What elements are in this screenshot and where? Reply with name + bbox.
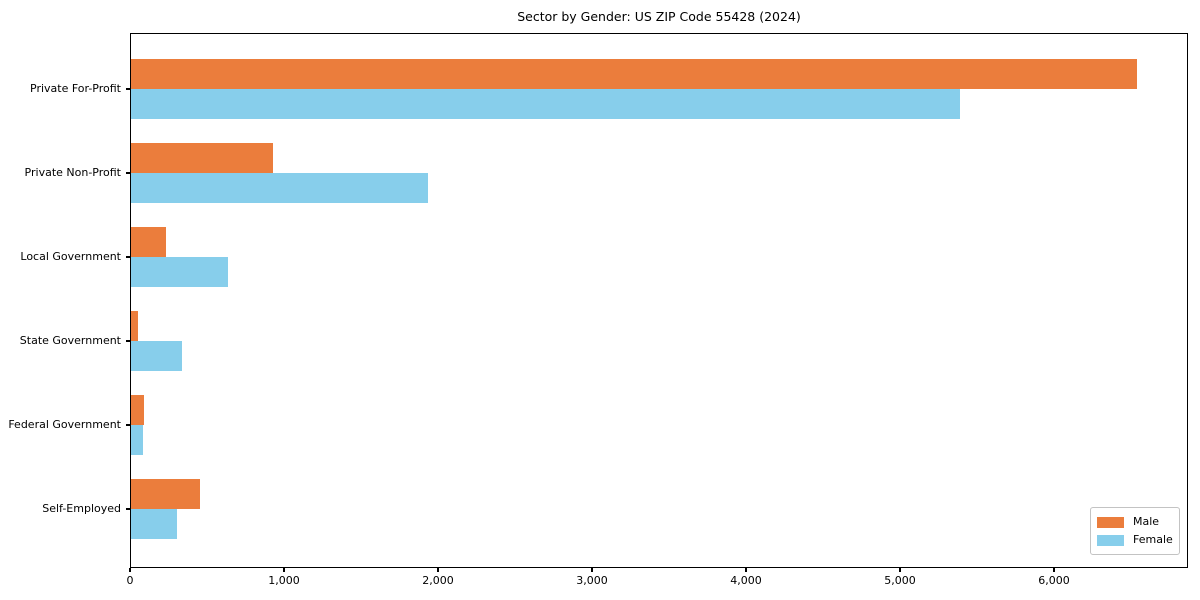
chart-title: Sector by Gender: US ZIP Code 55428 (202… xyxy=(517,9,801,24)
bar-female-local-government xyxy=(131,257,229,287)
x-tick-1,000 xyxy=(283,568,285,572)
x-tick-label-0: 0 xyxy=(126,574,134,587)
y-tick-label-federal-government: Federal Government xyxy=(8,418,121,431)
bar-female-private-for-profit xyxy=(131,89,960,119)
x-tick-4,000 xyxy=(745,568,747,572)
x-tick-label-6,000: 6,000 xyxy=(1038,574,1070,587)
x-tick-label-5,000: 5,000 xyxy=(884,574,916,587)
bar-male-local-government xyxy=(131,227,167,257)
x-tick-label-3,000: 3,000 xyxy=(576,574,608,587)
y-tick-local-government xyxy=(126,256,130,258)
legend-label-male: Male xyxy=(1133,515,1160,528)
x-tick-label-2,000: 2,000 xyxy=(422,574,454,587)
bar-male-self-employed xyxy=(131,479,201,509)
legend-swatch-male xyxy=(1097,516,1124,528)
bar-female-self-employed xyxy=(131,509,178,539)
x-tick-3,000 xyxy=(591,568,593,572)
y-tick-private-for-profit xyxy=(126,88,130,90)
bar-female-private-non-profit xyxy=(131,173,429,203)
y-tick-label-state-government: State Government xyxy=(19,334,121,347)
y-tick-federal-government xyxy=(126,424,130,426)
legend-item-female: Female xyxy=(1097,531,1173,549)
bar-female-state-government xyxy=(131,341,182,371)
x-tick-2,000 xyxy=(437,568,439,572)
y-tick-self-employed xyxy=(126,508,130,510)
legend: Male Female xyxy=(1090,507,1180,555)
y-tick-label-private-for-profit: Private For-Profit xyxy=(30,82,121,95)
x-tick-label-4,000: 4,000 xyxy=(730,574,762,587)
x-tick-6,000 xyxy=(1053,568,1055,572)
bar-male-federal-government xyxy=(131,395,145,425)
y-tick-private-non-profit xyxy=(126,172,130,174)
x-tick-label-1,000: 1,000 xyxy=(268,574,300,587)
bar-male-private-non-profit xyxy=(131,143,273,173)
x-tick-0 xyxy=(129,568,131,572)
bar-female-federal-government xyxy=(131,425,144,455)
y-tick-state-government xyxy=(126,340,130,342)
bar-male-private-for-profit xyxy=(131,59,1137,89)
x-tick-5,000 xyxy=(899,568,901,572)
legend-item-male: Male xyxy=(1097,513,1173,531)
legend-label-female: Female xyxy=(1133,533,1173,546)
y-tick-label-local-government: Local Government xyxy=(20,250,121,263)
y-tick-label-private-non-profit: Private Non-Profit xyxy=(24,166,121,179)
y-tick-label-self-employed: Self-Employed xyxy=(42,502,121,515)
bar-male-state-government xyxy=(131,311,138,341)
plot-area xyxy=(130,33,1188,568)
legend-swatch-female xyxy=(1097,534,1124,546)
